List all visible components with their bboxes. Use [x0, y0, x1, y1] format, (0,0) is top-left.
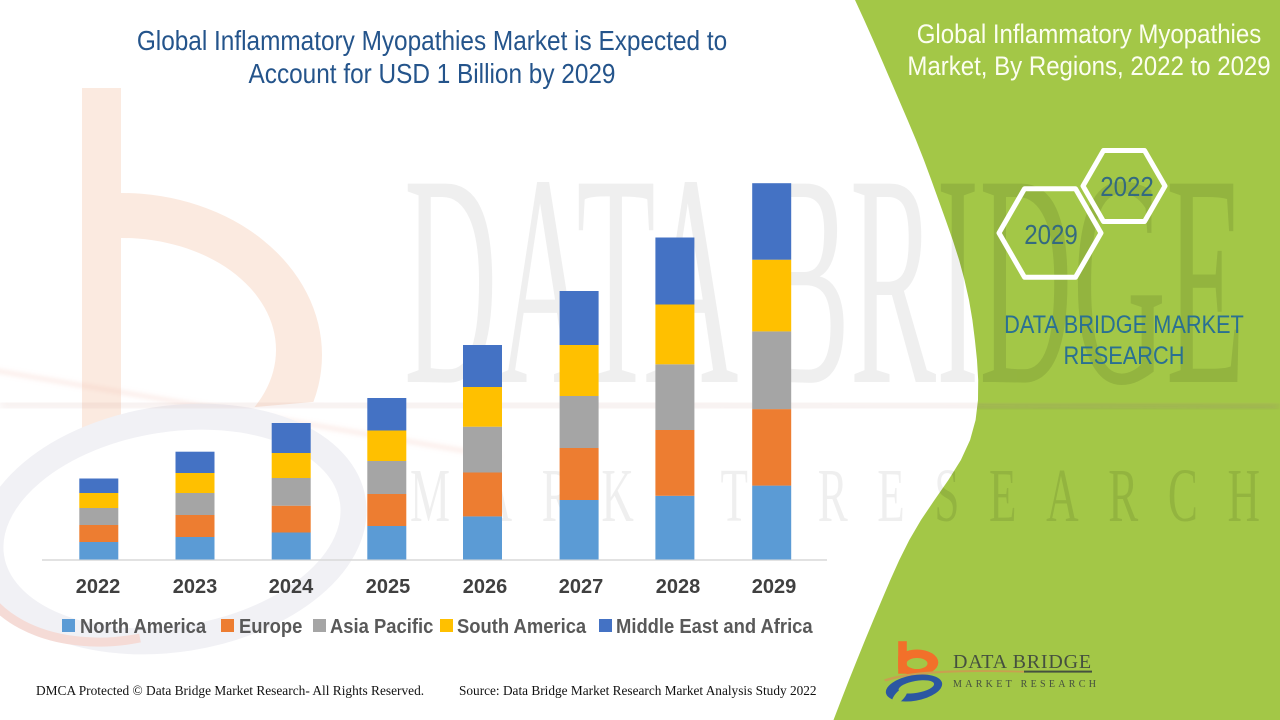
svg-text:MARKET RESEARCH: MARKET RESEARCH: [410, 453, 1260, 538]
svg-text:MARKET RESEARCH: MARKET RESEARCH: [953, 679, 1099, 690]
svg-text:DATA BRIDGE: DATA BRIDGE: [953, 651, 1092, 673]
svg-text:DATA BRIDGE: DATA BRIDGE: [404, 113, 1245, 448]
